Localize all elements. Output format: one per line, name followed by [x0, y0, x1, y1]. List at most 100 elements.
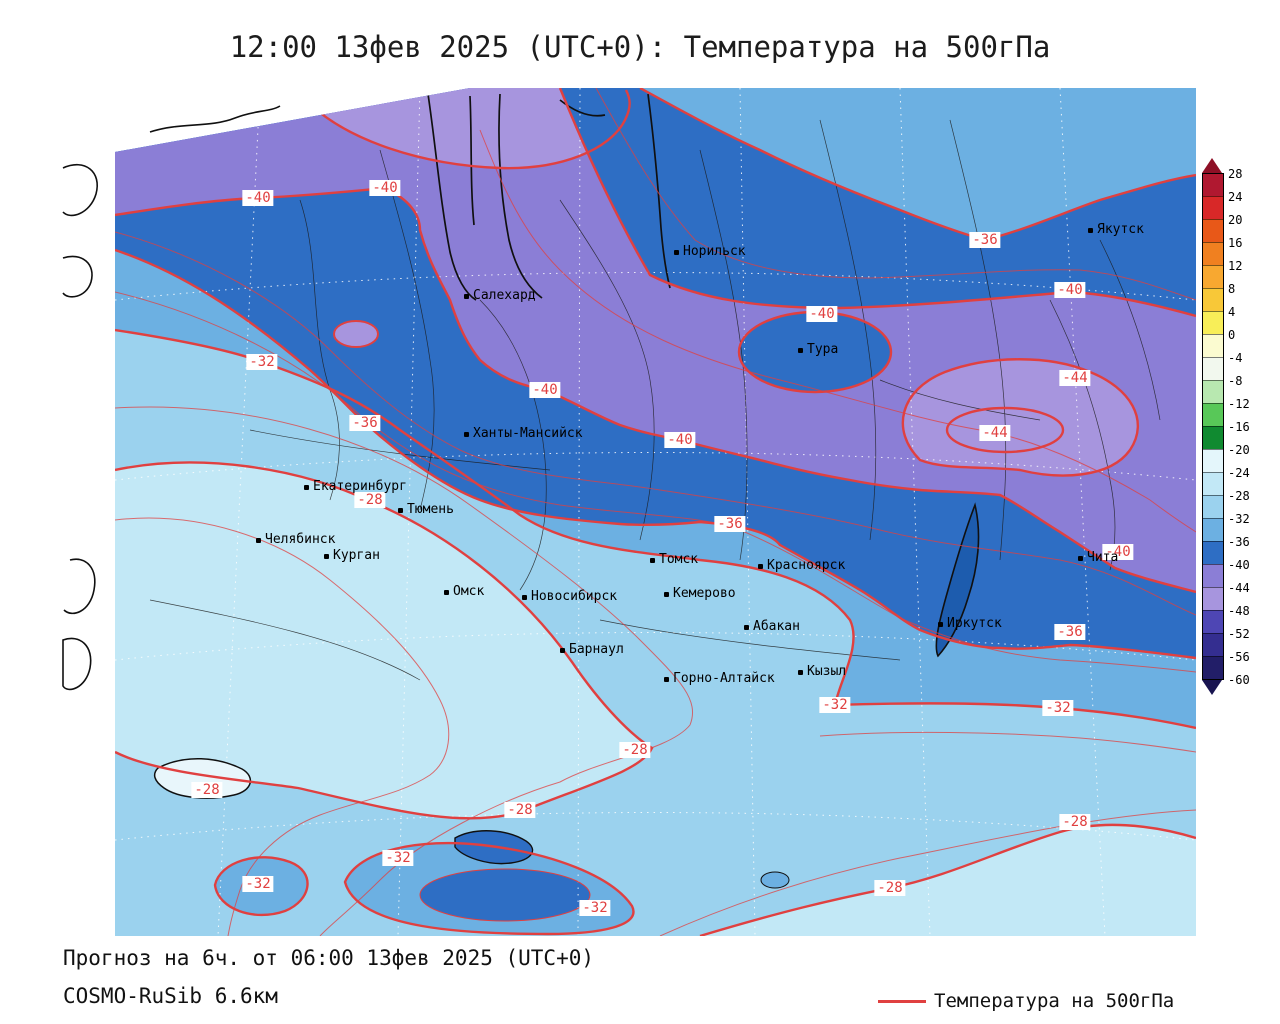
isotherm-value-label: -28	[191, 782, 223, 798]
colorbar-tick-label: -28	[1228, 489, 1250, 503]
city-dot-icon	[304, 485, 309, 490]
city-dot-icon	[938, 622, 943, 627]
colorbar-segment	[1203, 426, 1223, 449]
lake-small	[760, 871, 790, 889]
colorbar-segment	[1203, 518, 1223, 541]
colorbar-segment	[1203, 633, 1223, 656]
isotherm-value-label: -28	[874, 880, 906, 896]
coastline-outside-domain	[62, 105, 281, 691]
city-dot-icon	[674, 250, 679, 255]
colorbar-segment	[1203, 656, 1223, 679]
colorbar-segment	[1203, 265, 1223, 288]
city-name-label: Тюмень	[407, 502, 454, 518]
colorbar-tick-label: 20	[1228, 213, 1243, 227]
colorbar-tick-label: 8	[1228, 282, 1236, 296]
city-dot-icon	[664, 592, 669, 597]
isotherm-value-label: -40	[529, 382, 561, 398]
city-name-label: Екатеринбург	[313, 479, 407, 495]
colorbar-tick-label: 0	[1228, 328, 1236, 342]
city-name-label: Кызыл	[807, 664, 847, 680]
colorbar-tick-label: 4	[1228, 305, 1236, 319]
colorbar-tick-label: -52	[1228, 627, 1250, 641]
city-dot-icon	[758, 564, 763, 569]
isotherm-36-pocket-core	[419, 868, 591, 922]
colorbar-segment	[1203, 610, 1223, 633]
colorbar-tick-label: 24	[1228, 190, 1243, 204]
city-dot-icon	[650, 558, 655, 563]
colorbar-tick-label: -8	[1228, 374, 1243, 388]
city-name-label: Барнаул	[569, 642, 624, 658]
colorbar-segment	[1203, 219, 1223, 242]
forecast-info: Прогноз на 6ч. от 06:00 13фев 2025 (UTC+…	[63, 946, 595, 970]
isotherm-value-label: -32	[242, 876, 274, 892]
colorbar-segment	[1203, 242, 1223, 265]
legend-line-sample	[878, 1000, 926, 1003]
city-name-label: Чита	[1087, 550, 1119, 566]
city-name-label: Кемерово	[673, 586, 736, 602]
cold-pocket-south-2-core	[420, 869, 590, 921]
colorbar-tick-label: 16	[1228, 236, 1243, 250]
city-name-label: Новосибирск	[531, 589, 618, 605]
colorbar-tick-label: -4	[1228, 351, 1243, 365]
city-name-label: Челябинск	[265, 532, 336, 548]
city-name-label: Якутск	[1097, 222, 1144, 238]
colorbar-segment	[1203, 403, 1223, 426]
city-dot-icon	[324, 554, 329, 559]
city-name-label: Ханты-Мансийск	[473, 426, 583, 442]
isotherm-value-label: -36	[969, 232, 1001, 248]
colorbar-segment	[1203, 495, 1223, 518]
city-dot-icon	[560, 648, 565, 653]
isotherm-32-pocket-2	[343, 841, 635, 936]
colorbar-tick-label: -48	[1228, 604, 1250, 618]
colorbar-segment	[1203, 357, 1223, 380]
colorbar-tick-label: -36	[1228, 535, 1250, 549]
city-name-label: Салехард	[473, 288, 536, 304]
legend-label: Температура на 500гПа	[934, 990, 1175, 1012]
city-dot-icon	[798, 670, 803, 675]
band-44-48-small	[334, 321, 378, 347]
colorbar-bar	[1202, 173, 1224, 680]
colorbar-tick-label: 28	[1228, 167, 1243, 181]
city-name-label: Красноярск	[767, 558, 846, 574]
isotherm-value-label: -32	[382, 850, 414, 866]
colorbar-segment	[1203, 174, 1223, 196]
isotherm-value-label: -44	[979, 425, 1011, 441]
isotherm-value-label: -28	[504, 802, 536, 818]
colorbar-segment	[1203, 449, 1223, 472]
isotherm-value-label: -40	[664, 432, 696, 448]
colorbar-arrow-top-icon	[1202, 158, 1222, 173]
model-info: COSMO-RuSib 6.6км	[63, 984, 278, 1008]
isotherm-32	[115, 328, 1196, 730]
colorbar-tick-label: -32	[1228, 512, 1250, 526]
ob-gulf-coast-2	[498, 93, 543, 299]
colorbar-tick-label: -56	[1228, 650, 1250, 664]
city-dot-icon	[1088, 228, 1093, 233]
isotherm-value-label: -28	[1059, 814, 1091, 830]
lake-baikal	[935, 502, 980, 658]
colorbar-tick-label: 12	[1228, 259, 1243, 273]
colorbar-segment	[1203, 564, 1223, 587]
isotherm-value-label: -32	[819, 697, 851, 713]
city-name-label: Курган	[333, 548, 380, 564]
ob-gulf-coast	[427, 93, 477, 301]
warm-pocket-tura	[739, 312, 891, 392]
isotherm-value-label: -28	[354, 492, 386, 508]
isotherm-value-label: -40	[369, 180, 401, 196]
yenisei-estuary	[647, 93, 671, 289]
isotherm-value-label: -44	[1059, 370, 1091, 386]
isotherm-value-label: -40	[1054, 282, 1086, 298]
colorbar-tick-label: -60	[1228, 673, 1250, 687]
isotherm-value-label: -36	[1054, 624, 1086, 640]
city-name-label: Иркутск	[947, 616, 1002, 632]
city-dot-icon	[398, 508, 403, 513]
city-dot-icon	[464, 294, 469, 299]
isotherm-44-small	[333, 320, 379, 348]
band-32-36-northeast-corner	[640, 88, 1196, 240]
isotherm-value-label: -32	[246, 354, 278, 370]
arctic-coast	[559, 99, 606, 117]
isotherm-28-southeast	[699, 823, 1196, 936]
colorbar-tick-label: -16	[1228, 420, 1250, 434]
isotherm-40-north	[558, 88, 1196, 318]
isotherm-value-label: -36	[349, 415, 381, 431]
isotherm-value-label: -32	[579, 900, 611, 916]
